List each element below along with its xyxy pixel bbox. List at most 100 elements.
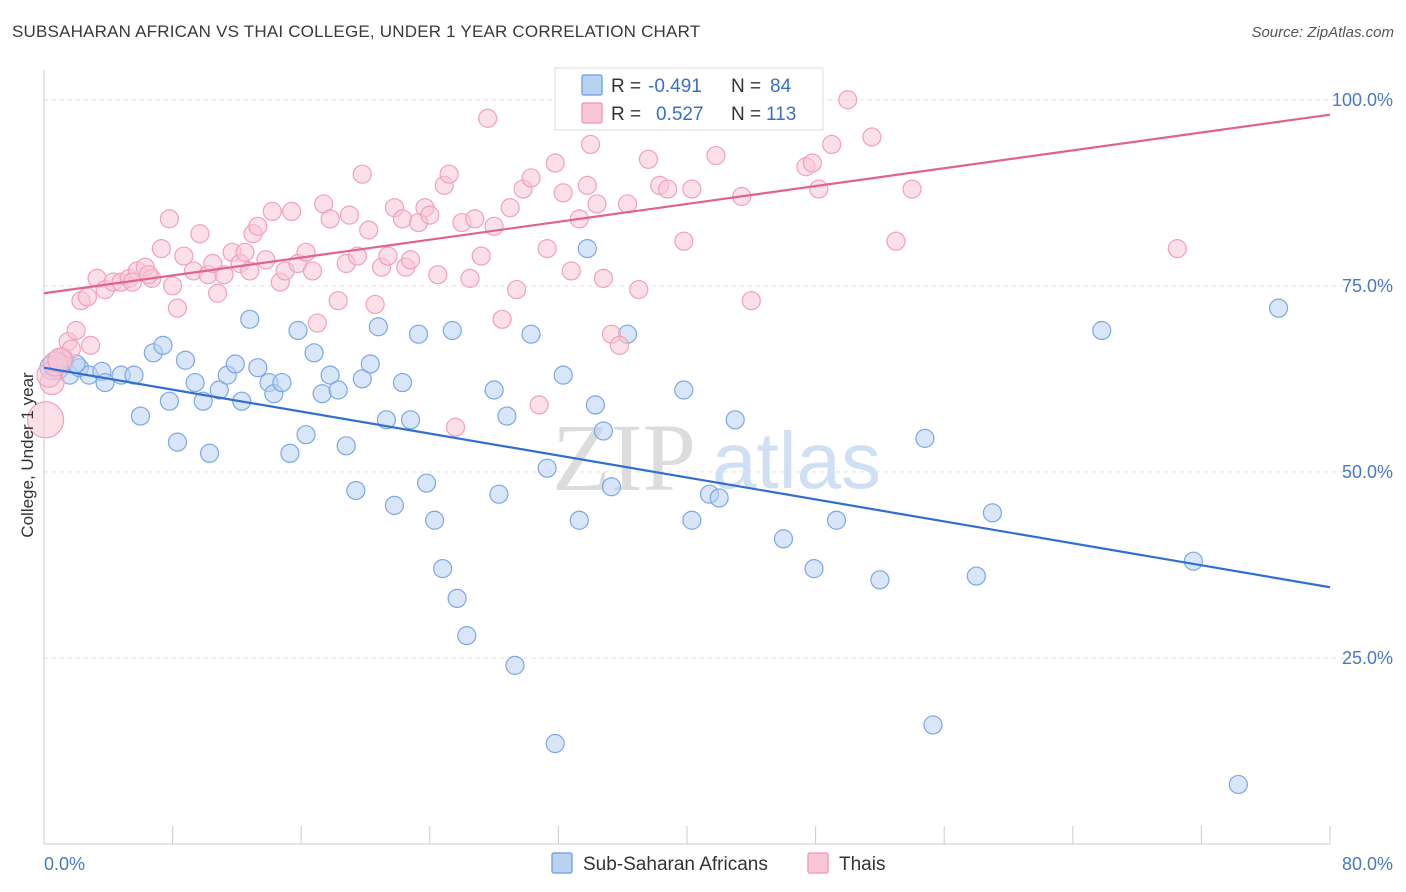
series-legend-swatch-1 (807, 852, 829, 874)
y-axis-title: College, Under 1 year (18, 372, 37, 538)
point-thai-100 (886, 231, 906, 251)
point-sub-saharan-20 (225, 354, 245, 374)
point-thai-108 (138, 265, 159, 285)
point-thai-72 (529, 395, 549, 415)
point-thai-59 (439, 164, 459, 184)
point-sub-saharan-59 (577, 239, 597, 259)
legend-swatch-pink (581, 102, 603, 124)
point-thai-40 (320, 209, 340, 229)
series-legend-swatch-0 (551, 852, 573, 874)
point-thai-16 (151, 239, 171, 259)
point-thai-51 (392, 209, 413, 229)
point-thai-90 (682, 179, 702, 199)
point-sub-saharan-41 (392, 372, 413, 393)
points-sub-saharan-africans (39, 239, 1289, 795)
point-sub-saharan-27 (280, 443, 300, 463)
point-thai-23 (208, 283, 228, 303)
point-thai-21 (190, 224, 210, 244)
point-thai-65 (478, 108, 498, 128)
axes (43, 70, 1331, 845)
series-legend-label-0: Sub-Saharan Africans (583, 854, 768, 875)
point-thai-64 (471, 246, 491, 266)
legend-r-label-1: R = (611, 104, 641, 125)
trend-line-1 (43, 113, 1331, 295)
point-sub-saharan-80 (1268, 298, 1289, 318)
point-thai-111 (240, 261, 260, 281)
series-legend: Sub-Saharan Africans Thais (551, 852, 885, 875)
point-sub-saharan-68 (725, 410, 745, 430)
point-sub-saharan-72 (870, 570, 890, 590)
legend-n-value-0: 84 (770, 76, 792, 97)
point-thai-45 (352, 164, 372, 184)
point-thai-63 (465, 209, 485, 229)
trend-lines (43, 113, 1331, 589)
point-thai-5 (66, 320, 86, 341)
point-sub-saharan-64 (674, 380, 694, 400)
legend-n-label-1: N = (731, 104, 761, 125)
point-thai-44 (347, 246, 368, 266)
point-sub-saharan-35 (346, 480, 366, 501)
point-sub-saharan-37 (360, 354, 380, 374)
point-thai-27 (235, 242, 255, 262)
point-sub-saharan-15 (185, 372, 205, 393)
legend-r-value-1: 0.527 (656, 104, 704, 125)
point-sub-saharan-38 (368, 317, 388, 337)
y-tick-label-2: 75.0% (1342, 276, 1393, 296)
point-sub-saharan-70 (804, 559, 824, 579)
point-sub-saharan-40 (384, 495, 405, 515)
point-thai-71 (521, 168, 541, 188)
tick-labels: 25.0% 50.0% 75.0% 100.0% 0.0% 80.0% (44, 90, 1393, 874)
point-sub-saharan-23 (248, 358, 268, 378)
point-thai-106 (77, 287, 98, 307)
legend-r-label-0: R = (611, 76, 641, 97)
point-thai-81 (593, 268, 614, 288)
point-thai-60 (445, 417, 466, 437)
point-sub-saharan-32 (320, 365, 340, 385)
point-thai-93 (741, 291, 761, 311)
point-sub-saharan-17 (199, 443, 220, 463)
point-sub-saharan-44 (416, 473, 437, 493)
point-thai-18 (167, 298, 188, 318)
point-sub-saharan-54 (521, 324, 541, 344)
point-thai-97 (822, 134, 842, 155)
point-sub-saharan-74 (923, 715, 943, 735)
point-sub-saharan-47 (442, 320, 462, 341)
point-sub-saharan-55 (537, 458, 557, 478)
point-sub-saharan-71 (826, 510, 847, 530)
point-sub-saharan-36 (352, 369, 372, 389)
point-thai-57 (428, 265, 448, 285)
point-thai-31 (262, 201, 282, 222)
point-thai-68 (500, 198, 520, 218)
point-sub-saharan-56 (545, 733, 565, 754)
x-tick-label-1: 80.0% (1342, 854, 1393, 874)
point-sub-saharan-13 (167, 432, 188, 452)
point-sub-saharan-49 (457, 626, 477, 646)
point-thai-29 (248, 216, 268, 236)
point-thai-43 (339, 205, 360, 225)
point-thai-105 (47, 347, 73, 373)
point-sub-saharan-12 (159, 391, 179, 411)
point-sub-saharan-65 (682, 510, 702, 530)
point-thai-37 (302, 261, 323, 281)
point-thai-109 (163, 276, 183, 296)
point-sub-saharan-18 (209, 380, 229, 400)
point-sub-saharan-14 (175, 350, 196, 370)
point-thai-89 (674, 231, 694, 251)
point-sub-saharan-48 (447, 588, 467, 609)
point-thai-91 (706, 145, 726, 166)
point-thai-62 (460, 268, 480, 288)
point-thai-78 (577, 175, 597, 195)
point-sub-saharan-34 (336, 436, 356, 456)
point-sub-saharan-76 (982, 503, 1003, 523)
point-sub-saharan-46 (433, 559, 453, 579)
point-thai-79 (580, 134, 601, 155)
point-sub-saharan-50 (484, 380, 504, 400)
y-tick-label-3: 100.0% (1332, 90, 1393, 110)
point-sub-saharan-51 (489, 484, 509, 504)
legend-n-value-1: 113 (766, 104, 796, 125)
point-sub-saharan-31 (312, 384, 332, 404)
point-thai-85 (629, 279, 649, 300)
point-thai-86 (638, 149, 659, 169)
legend-r-value-0: -0.491 (648, 76, 702, 97)
